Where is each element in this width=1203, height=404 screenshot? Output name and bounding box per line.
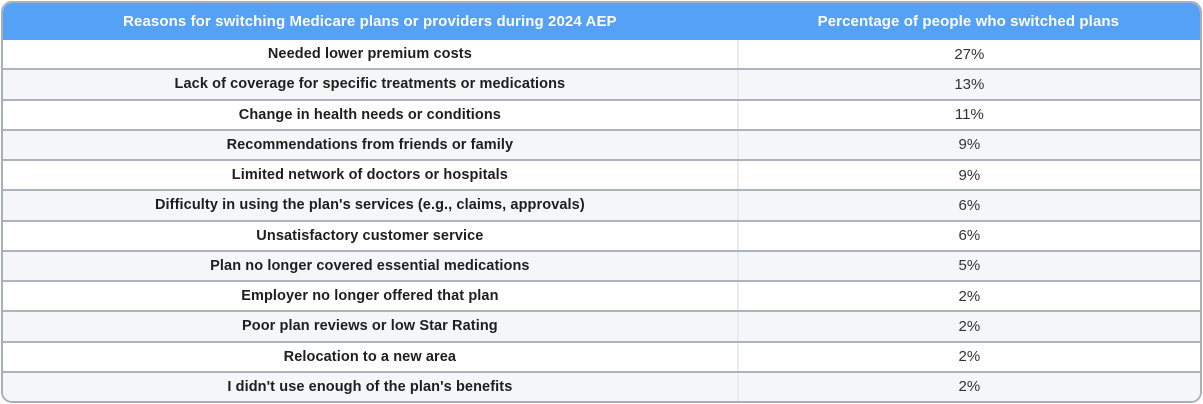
table-row: Relocation to a new area 2%: [3, 342, 1200, 373]
reason-cell: Change in health needs or conditions: [238, 106, 501, 123]
percentage-cell: 6%: [736, 221, 1200, 250]
reason-cell: I didn't use enough of the plan's benefi…: [227, 378, 513, 395]
table-row: Employer no longer offered that plan 2%: [3, 282, 1200, 313]
table-header-row: Reasons for switching Medicare plans or …: [3, 3, 1200, 40]
table-row: Lack of coverage for specific treatments…: [3, 70, 1200, 101]
reason-cell: Plan no longer covered essential medicat…: [210, 257, 530, 274]
table-row: Limited network of doctors or hospitals …: [3, 161, 1200, 192]
reason-cell: Employer no longer offered that plan: [241, 288, 499, 305]
percentage-cell: 27%: [736, 40, 1200, 69]
reason-cell: Needed lower premium costs: [267, 46, 472, 63]
reason-cell: Limited network of doctors or hospitals: [231, 167, 508, 184]
table-row: Recommendations from friends or family 9…: [3, 130, 1200, 161]
reason-cell: Poor plan reviews or low Star Rating: [241, 318, 498, 335]
table-row: Needed lower premium costs 27%: [3, 40, 1200, 71]
table-row: I didn't use enough of the plan's benefi…: [3, 372, 1200, 401]
reason-cell: Unsatisfactory customer service: [256, 227, 484, 244]
header-reason-column: Reasons for switching Medicare plans or …: [123, 13, 617, 30]
table-row: Plan no longer covered essential medicat…: [3, 251, 1200, 282]
reason-cell: Recommendations from friends or family: [226, 136, 514, 153]
reason-cell: Relocation to a new area: [283, 348, 457, 365]
percentage-cell: 2%: [736, 312, 1200, 341]
percentage-cell: 2%: [736, 372, 1200, 401]
table-row: Difficulty in using the plan's services …: [3, 191, 1200, 222]
percentage-cell: 2%: [736, 342, 1200, 371]
header-percentage-column: Percentage of people who switched plans: [817, 13, 1120, 30]
table-row: Poor plan reviews or low Star Rating 2%: [3, 312, 1200, 343]
percentage-cell: 6%: [736, 191, 1200, 220]
percentage-cell: 2%: [736, 282, 1200, 311]
percentage-cell: 9%: [736, 130, 1200, 159]
reason-cell: Lack of coverage for specific treatments…: [174, 76, 566, 93]
table-row: Change in health needs or conditions 11%: [3, 100, 1200, 131]
percentage-cell: 9%: [736, 161, 1200, 190]
percentage-cell: 13%: [736, 70, 1200, 99]
table-row: Unsatisfactory customer service 6%: [3, 221, 1200, 252]
percentage-cell: 5%: [736, 251, 1200, 280]
reason-cell: Difficulty in using the plan's services …: [154, 197, 585, 214]
percentage-cell: 11%: [736, 100, 1200, 129]
table-body: Needed lower premium costs 27% Lack of c…: [3, 40, 1200, 401]
